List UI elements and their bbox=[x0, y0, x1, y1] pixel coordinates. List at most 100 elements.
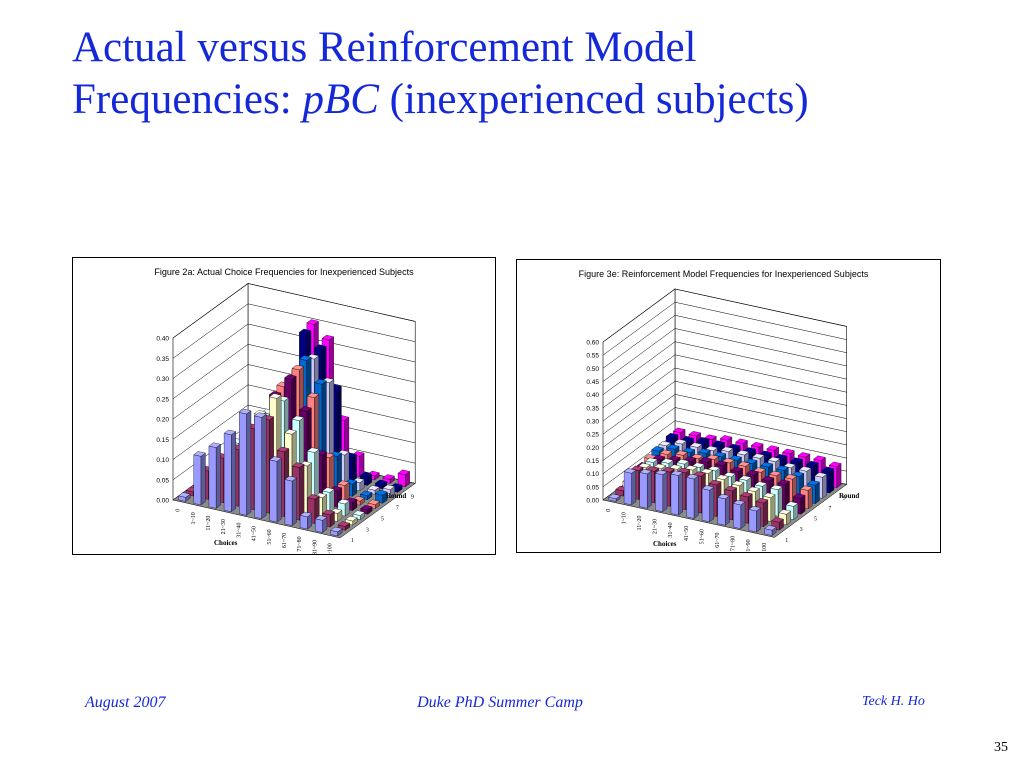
gridline bbox=[602, 315, 847, 369]
x-tick-label: 81~90 bbox=[312, 540, 318, 554]
bar bbox=[701, 485, 715, 523]
bar bbox=[193, 451, 206, 506]
bar bbox=[238, 408, 252, 516]
y-tick-label: 0.40 bbox=[156, 336, 169, 343]
y-tick-label: 0.35 bbox=[156, 356, 169, 363]
bar bbox=[254, 412, 267, 520]
y-tick-label: 0.05 bbox=[156, 477, 169, 484]
z-axis-title: Round bbox=[839, 492, 859, 500]
bar bbox=[686, 473, 699, 519]
y-tick-label: 0.15 bbox=[586, 458, 599, 465]
x-tick-label: 21~30 bbox=[653, 519, 659, 534]
gridline bbox=[172, 303, 416, 359]
slide-title: Actual versus Reinforcement Model Freque… bbox=[72, 22, 972, 126]
gridline bbox=[602, 420, 847, 474]
chart-actual-frequencies: 0.00 0.05 0.10 0.15 0.20 0.25 0.30 0.35 0.40 0 1~1… bbox=[72, 257, 496, 555]
x-tick-label: 41~50 bbox=[252, 526, 258, 541]
x-tick-label: 71~80 bbox=[731, 536, 737, 551]
bar bbox=[337, 521, 351, 531]
x-tick-label: 51~60 bbox=[267, 529, 273, 544]
bar bbox=[397, 469, 411, 488]
x-tick-label: 81~90 bbox=[746, 539, 752, 552]
bar bbox=[639, 469, 652, 509]
y-tick-label: 0.20 bbox=[586, 445, 599, 452]
chart-a-bars bbox=[178, 319, 411, 537]
bar bbox=[345, 515, 358, 526]
x-tick-label: 1~10 bbox=[191, 512, 197, 524]
x-tick-label: 31~40 bbox=[668, 522, 674, 537]
gridline bbox=[602, 380, 847, 435]
x-tick-label: 41~50 bbox=[684, 526, 690, 541]
bar bbox=[623, 468, 637, 506]
chart-b-bars bbox=[608, 427, 842, 536]
gridline bbox=[602, 354, 847, 409]
z-tick-label: 3 bbox=[800, 527, 803, 533]
slide-title-line-2: Frequencies: pBC (inexperienced subjects… bbox=[72, 74, 972, 126]
z-tick-label: 9 bbox=[411, 495, 414, 501]
bar bbox=[748, 506, 762, 533]
y-tick-label: 0.25 bbox=[586, 432, 599, 439]
x-tick-label: 71~80 bbox=[297, 536, 303, 551]
y-tick-label: 0.25 bbox=[156, 396, 169, 403]
bar bbox=[269, 456, 282, 523]
y-tick-label: 0.45 bbox=[586, 379, 599, 386]
footer-date: August 2007 bbox=[85, 694, 166, 711]
chart-model-svg: 0.00 0.05 0.10 0.15 0.20 0.25 0.30 0.35 0.40 0.45… bbox=[586, 288, 859, 552]
gridline bbox=[602, 328, 847, 382]
y-tick-label: 0.35 bbox=[586, 405, 599, 412]
z-tick-label: 5 bbox=[381, 516, 384, 522]
bar bbox=[208, 442, 222, 509]
z-tick-label: 9 bbox=[843, 495, 846, 501]
gridline bbox=[172, 364, 416, 420]
y-tick-label: 0.30 bbox=[586, 419, 599, 426]
z-tick-label: 5 bbox=[814, 517, 817, 523]
y-tick-label: 0.00 bbox=[586, 498, 599, 505]
chart-model-title: Figure 3e: Reinforcement Model Frequenci… bbox=[578, 269, 869, 279]
x-tick-label: 11~20 bbox=[206, 516, 212, 531]
bar bbox=[367, 485, 380, 495]
x-tick-label: 31~40 bbox=[236, 523, 242, 538]
x-tick-label: 0 bbox=[606, 509, 612, 512]
y-tick-label: 0.05 bbox=[586, 484, 599, 491]
bar bbox=[375, 490, 388, 504]
y-tick-label: 0.40 bbox=[586, 392, 599, 399]
gridline bbox=[602, 341, 847, 395]
bar bbox=[382, 474, 395, 484]
slide-title-line-1: Actual versus Reinforcement Model bbox=[72, 24, 697, 71]
chart-model-frequencies: 0.00 0.05 0.10 0.15 0.20 0.25 0.30 0.35 0.40 0.45… bbox=[516, 259, 941, 553]
chart-actual-title: Figure 2a: Actual Choice Frequencies for… bbox=[154, 267, 414, 277]
x-tick-label: 0 bbox=[176, 509, 182, 512]
z-tick-label: 3 bbox=[366, 527, 369, 533]
bar bbox=[608, 493, 621, 502]
gridline bbox=[602, 407, 847, 461]
bar bbox=[771, 517, 784, 531]
z-tick-label: 1 bbox=[785, 538, 788, 544]
gridline bbox=[602, 367, 847, 422]
gridline bbox=[172, 404, 416, 460]
x-tick-label: 51~60 bbox=[699, 529, 705, 544]
x-tick-label: 91~100 bbox=[762, 543, 768, 552]
gridline bbox=[172, 323, 416, 379]
x-tick-label: 1~10 bbox=[621, 512, 627, 524]
y-tick-label: 0.50 bbox=[586, 366, 599, 373]
z-axis-title: Round bbox=[386, 492, 406, 500]
x-tick-label: 61~70 bbox=[282, 533, 288, 548]
footer-event: Duke PhD Summer Camp bbox=[417, 694, 583, 711]
bar bbox=[717, 493, 730, 526]
x-tick-label: 91~100 bbox=[328, 543, 334, 554]
footer-author: Teck H. Ho bbox=[862, 694, 925, 709]
y-tick-label: 0.10 bbox=[156, 457, 169, 464]
slide-title-line-2-pre: Frequencies: bbox=[72, 76, 303, 123]
bar bbox=[360, 505, 373, 515]
y-tick-label: 0.15 bbox=[156, 437, 169, 444]
bar bbox=[764, 525, 777, 536]
bar bbox=[314, 515, 328, 533]
gridline bbox=[172, 384, 416, 440]
bar bbox=[654, 469, 668, 513]
y-tick-label: 0.10 bbox=[586, 471, 599, 478]
bar bbox=[330, 526, 343, 537]
x-axis-title: Choices bbox=[214, 539, 238, 547]
x-axis-title: Choices bbox=[653, 540, 677, 548]
bar bbox=[307, 494, 320, 524]
bar bbox=[299, 511, 313, 530]
